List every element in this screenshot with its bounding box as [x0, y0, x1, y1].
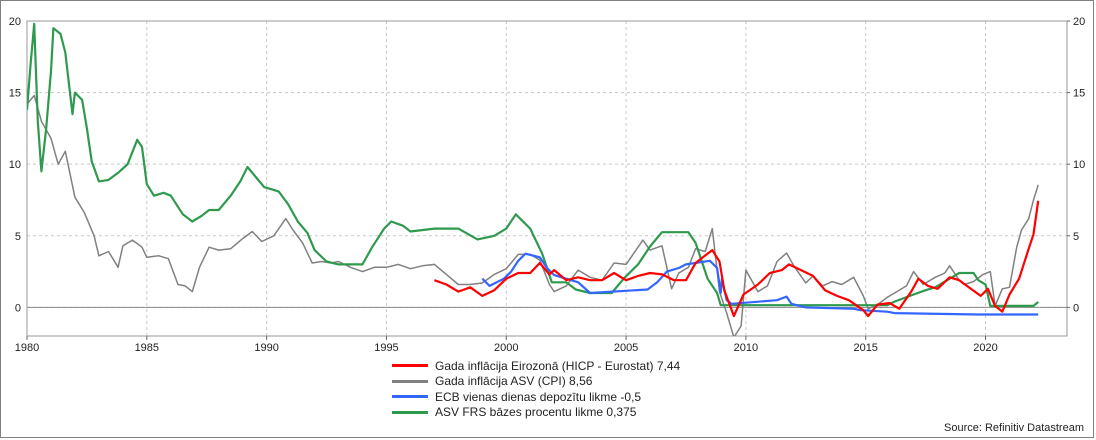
- legend-item: ECB vienas dienas depozītu likme -0,5: [392, 389, 680, 405]
- legend-swatch: [392, 379, 428, 383]
- x-tick-label: 1980: [15, 342, 39, 354]
- x-tick-label: 2000: [494, 342, 518, 354]
- legend-item: Gada inflācija Eirozonā (HICP - Eurostat…: [392, 358, 680, 374]
- x-tick-label: 2010: [734, 342, 758, 354]
- series-line: [434, 200, 1040, 318]
- y-tick-label-right: 10: [1073, 159, 1085, 171]
- legend-swatch: [392, 364, 428, 368]
- x-tick-label: 1995: [374, 342, 398, 354]
- legend-label: ECB vienas dienas depozītu likme -0,5: [435, 389, 642, 404]
- y-tick-label-right: 0: [1073, 302, 1079, 314]
- legend-swatch: [392, 410, 428, 414]
- series-line: [481, 252, 1039, 316]
- series-line: [27, 22, 1039, 307]
- y-tick-label-right: 15: [1073, 88, 1085, 100]
- x-tick-label: 1985: [135, 342, 159, 354]
- y-tick-label-left: 20: [9, 16, 21, 28]
- plot-area: [26, 20, 1068, 337]
- series-line: [27, 94, 1039, 336]
- x-tick-label: 2015: [853, 342, 877, 354]
- y-tick-label-right: 5: [1073, 231, 1079, 243]
- source-note: Source: Refinitiv Datastream: [944, 422, 1084, 434]
- legend-label: ASV FRS bāzes procentu likme 0,375: [435, 405, 637, 420]
- x-tick-label: 2005: [614, 342, 638, 354]
- y-tick-label-left: 0: [15, 302, 21, 314]
- y-tick-label-left: 5: [15, 231, 21, 243]
- y-tick-label-left: 15: [9, 88, 21, 100]
- legend: Gada inflācija Eirozonā (HICP - Eurostat…: [392, 358, 680, 420]
- x-tick-label: 1990: [254, 342, 278, 354]
- y-tick-label-right: 20: [1073, 16, 1085, 28]
- legend-label: Gada inflācija ASV (CPI) 8,56: [435, 374, 593, 389]
- y-tick-label-left: 10: [9, 159, 21, 171]
- x-tick-label: 2020: [973, 342, 997, 354]
- legend-label: Gada inflācija Eirozonā (HICP - Eurostat…: [435, 358, 681, 373]
- legend-item: ASV FRS bāzes procentu likme 0,375: [392, 405, 680, 421]
- legend-item: Gada inflācija ASV (CPI) 8,56: [392, 374, 680, 390]
- legend-swatch: [392, 395, 428, 399]
